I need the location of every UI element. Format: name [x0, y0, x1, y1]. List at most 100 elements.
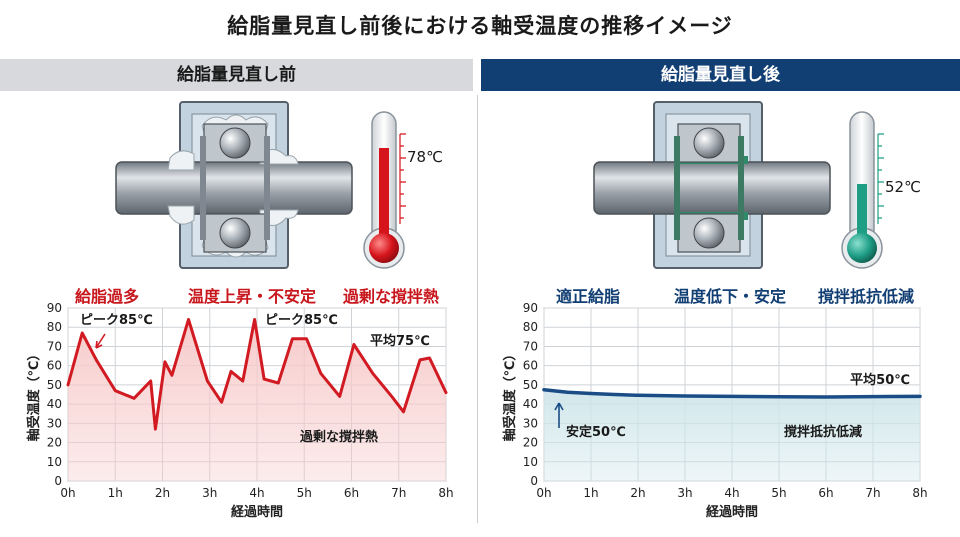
data-point [81, 332, 83, 334]
x-tick-label: 6h [344, 486, 359, 500]
x-tick-label: 7h [391, 486, 406, 500]
data-point [590, 392, 592, 395]
series-area [68, 319, 446, 481]
y-tick-label: 50 [523, 378, 538, 392]
x-tick-label: 2h [630, 486, 645, 500]
after-header: 給脂量見直し後 [481, 59, 960, 91]
y-tick-label: 30 [47, 416, 62, 430]
y-tick-label: 50 [47, 378, 62, 392]
y-tick-label: 10 [47, 455, 62, 469]
x-tick-label: 8h [438, 486, 453, 500]
before-label-3: 過剰な撹拌熱 [343, 287, 440, 306]
y-tick-label: 30 [523, 416, 538, 430]
y-tick-label: 70 [47, 339, 62, 353]
page-title: 給脂量見直し前後における軸受温度の推移イメージ [227, 14, 733, 38]
data-point [206, 380, 209, 382]
data-point [133, 397, 135, 400]
data-point [445, 391, 447, 394]
data-point [566, 391, 569, 393]
annotation: 過剰な撹拌熱 [299, 429, 378, 445]
ball [693, 217, 725, 249]
section-divider [477, 95, 478, 523]
before-temperature-chart: 0 10 20 30 40 50 60 70 80 90 0h 1h 2h 3h 4h 5h 6h 7h 8h 経過時… [26, 301, 454, 520]
data-point [338, 395, 341, 398]
annotation-arrow [554, 402, 564, 428]
y-tick-label: 90 [47, 301, 62, 315]
before-header: 給脂量見直し前 [0, 59, 473, 91]
ball [219, 217, 251, 249]
data-point [154, 428, 157, 430]
ball [693, 127, 725, 159]
after-label-2: 温度低下・安定 [674, 287, 787, 306]
y-tick-label: 40 [523, 397, 538, 411]
annotation: 安定50℃ [566, 424, 626, 440]
annotation: 平均75℃ [370, 333, 430, 349]
before-thermometer-reading: 78℃ [407, 148, 443, 166]
y-tick-label: 70 [523, 339, 538, 353]
data-point [402, 411, 405, 413]
before-label-1: 給脂過多 [75, 287, 140, 306]
data-point [353, 343, 355, 346]
x-axis-label: 経過時間 [706, 504, 758, 520]
x-tick-label: 5h [771, 486, 786, 500]
y-axis-label: 軸受温度（℃） [502, 348, 518, 442]
data-point [230, 370, 232, 373]
annotation: 平均50℃ [850, 372, 910, 388]
before-label-2: 温度上昇・不安定 [188, 287, 317, 306]
x-tick-label: 4h [724, 486, 739, 500]
y-tick-label: 90 [523, 301, 538, 315]
y-tick-label: 20 [47, 436, 62, 450]
annotation: 撹拌抵抗低減 [784, 424, 862, 440]
y-tick-label: 0 [54, 474, 62, 488]
data-point [825, 396, 827, 398]
y-tick-label: 10 [523, 455, 538, 469]
data-point [67, 384, 69, 386]
x-tick-label: 3h [202, 486, 217, 500]
ball [219, 127, 251, 159]
x-tick-label: 2h [155, 486, 170, 500]
data-point [872, 395, 874, 398]
data-point [164, 361, 166, 363]
data-point [919, 395, 921, 398]
data-point [149, 380, 152, 382]
before-bearing-illustration [115, 101, 406, 269]
data-point [390, 395, 393, 398]
after-label-3: 撹拌抵抗低減 [818, 287, 915, 306]
data-point [220, 401, 223, 403]
x-tick-label: 0h [536, 486, 551, 500]
data-point [684, 395, 686, 397]
x-tick-label: 8h [912, 486, 927, 500]
annotation: ピーク85℃ [265, 313, 338, 328]
y-tick-label: 60 [523, 359, 538, 373]
y-tick-label: 80 [47, 320, 62, 334]
x-tick-label: 1h [583, 486, 598, 500]
x-tick-label: 5h [297, 486, 312, 500]
data-point [187, 318, 190, 321]
after-temperature-chart: 0 10 20 30 40 50 60 70 80 90 0h 1h 2h 3h 4h 5h 6h 7h 8h 経過時… [502, 301, 928, 520]
data-point [253, 318, 256, 321]
after-thermometer-reading: 52℃ [885, 178, 921, 196]
x-tick-label: 1h [108, 486, 123, 500]
y-tick-label: 20 [523, 436, 538, 450]
data-point [95, 359, 98, 361]
y-tick-label: 0 [530, 474, 538, 488]
after-label-1: 適正給脂 [556, 287, 621, 306]
data-point [242, 380, 244, 382]
y-axis-label: 軸受温度（℃） [26, 348, 42, 442]
data-point [731, 395, 733, 398]
series-line [66, 318, 448, 431]
data-point [613, 393, 616, 396]
data-point [263, 378, 265, 380]
x-axis-label: 経過時間 [231, 504, 283, 520]
data-point [371, 372, 374, 375]
data-point [171, 374, 173, 377]
data-point [291, 337, 294, 340]
data-point [305, 337, 308, 340]
data-point [778, 396, 780, 398]
data-point [277, 382, 280, 384]
data-point [428, 357, 431, 359]
series-area [544, 389, 920, 481]
data-point [114, 389, 117, 392]
y-tick-label: 60 [47, 359, 62, 373]
after-bearing-illustration [593, 101, 884, 269]
